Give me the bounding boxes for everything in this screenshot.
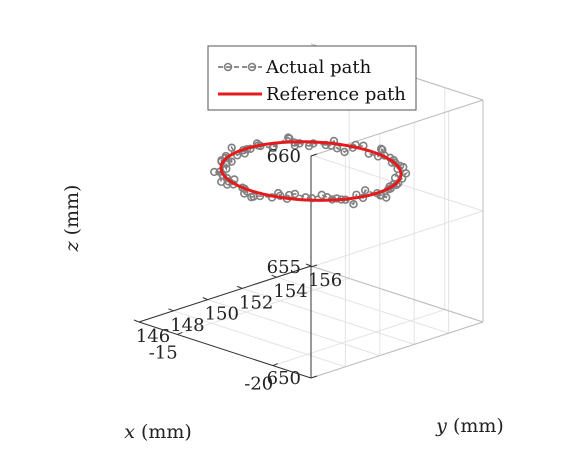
- y-axis-line: [138, 265, 312, 323]
- actual-path-point: [210, 167, 219, 177]
- series-layer: [210, 133, 411, 209]
- x-tick-mark: [272, 363, 278, 367]
- legend-box: [207, 45, 417, 111]
- legend: Actual path Reference path: [207, 45, 417, 111]
- y-tick-label: 148: [170, 315, 204, 336]
- x-tick-label: -15: [149, 342, 178, 363]
- actual-path-point: [295, 139, 304, 148]
- z-tick-mark: [310, 375, 318, 379]
- x-tick-label: -20: [244, 374, 273, 395]
- y-axis-label: y (mm): [435, 415, 504, 437]
- grid-line-wall-z: [310, 210, 484, 268]
- y-tick-mark: [202, 297, 208, 301]
- actual-path-point: [340, 147, 349, 157]
- y-tick-label: 146: [136, 326, 170, 347]
- z-tick-mark: [310, 153, 318, 157]
- reference-path-line: [219, 140, 403, 202]
- grid-line-floor-y: [242, 287, 415, 345]
- x-axis-line: [138, 321, 312, 379]
- y-tick-mark: [305, 263, 312, 267]
- box-edge-floor-back-left: [310, 321, 484, 379]
- grid-line-floor-x: [177, 277, 350, 335]
- actual-path-point: [349, 199, 358, 209]
- actual-path-point: [227, 143, 236, 152]
- y-tick-label: 154: [273, 281, 307, 302]
- grid-line-floor-x: [272, 309, 445, 367]
- y-tick-label: 152: [239, 292, 273, 313]
- y-tick-mark: [133, 319, 140, 323]
- actual-path-point: [317, 190, 326, 200]
- x-axis-label: x (mm): [124, 421, 192, 443]
- z-tick-label: 660: [267, 146, 301, 167]
- legend-actual-marker: [247, 62, 257, 72]
- y-tick-mark: [271, 274, 277, 278]
- actual-path-point: [227, 157, 236, 166]
- legend-actual-marker: [223, 62, 233, 72]
- grid-line-floor-y: [173, 310, 346, 368]
- actual-path-point: [376, 144, 386, 154]
- z-tick-label: 655: [267, 257, 301, 278]
- z-axis-label: z (mm): [61, 185, 83, 253]
- legend-actual-label: Actual path: [265, 57, 372, 78]
- actual-path-point: [290, 189, 300, 199]
- z-tick-label: 650: [267, 368, 301, 389]
- actual-path-point: [247, 192, 256, 202]
- z-tick-mark: [310, 264, 318, 268]
- actual-path-point: [401, 169, 411, 178]
- y-tick-mark: [168, 308, 174, 312]
- grid-line-floor-y: [276, 276, 449, 334]
- y-tick-label: 156: [308, 270, 342, 291]
- x-tick-mark: [177, 331, 183, 335]
- legend-reference-label: Reference path: [266, 84, 406, 105]
- actual-path-point: [360, 186, 370, 195]
- axis-labels: z (mm) x (mm) y (mm): [61, 185, 504, 443]
- y-tick-label: 150: [205, 304, 239, 325]
- actual-path-point: [222, 164, 231, 173]
- grid-line-floor-y: [207, 299, 380, 357]
- box-edge-floor-back-right: [310, 265, 484, 323]
- y-tick-mark: [237, 285, 243, 289]
